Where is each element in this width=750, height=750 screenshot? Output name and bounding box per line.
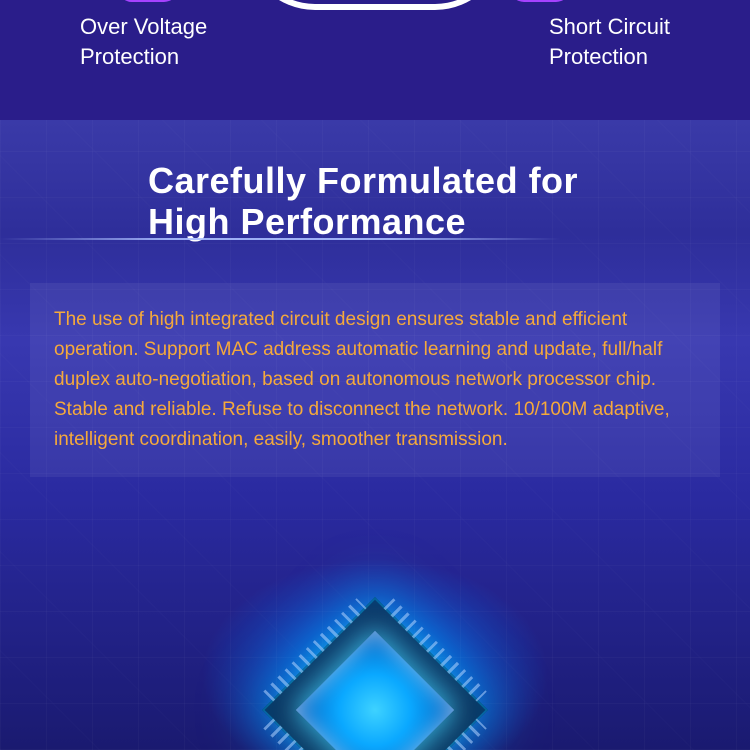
performance-section: Carefully Formulated forHigh Performance… [0,120,750,750]
section-heading: Carefully Formulated forHigh Performance [0,120,750,243]
protection-banner: Over VoltageProtection Short CircuitProt… [0,0,750,120]
over-voltage-label: Over VoltageProtection [80,12,207,120]
description-box: The use of high integrated circuit desig… [30,283,720,477]
accent-arc-right [510,0,570,2]
heading-underline [0,238,560,240]
accent-arc-left [118,0,178,2]
center-arc [245,0,505,10]
short-circuit-label: Short CircuitProtection [549,12,670,120]
description-text: The use of high integrated circuit desig… [54,309,670,450]
